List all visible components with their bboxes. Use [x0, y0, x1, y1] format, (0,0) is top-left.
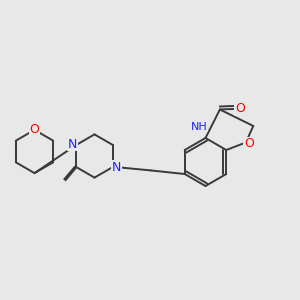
Text: O: O	[244, 137, 254, 150]
Text: N: N	[68, 138, 77, 151]
Text: N: N	[112, 161, 122, 174]
Text: NH: NH	[190, 122, 207, 132]
Text: O: O	[30, 123, 39, 136]
Text: O: O	[235, 102, 244, 116]
